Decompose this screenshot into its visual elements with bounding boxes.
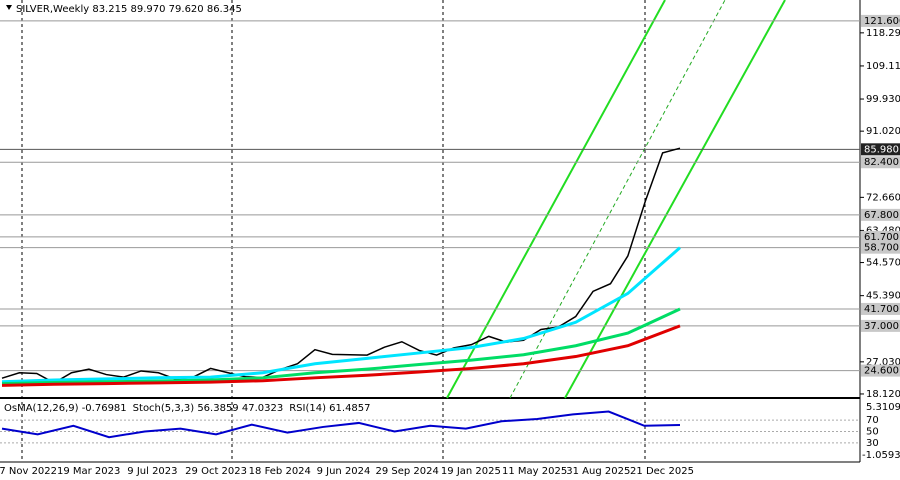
y-tick-label: 118.290	[866, 28, 900, 39]
indicator-tick-label: 50	[866, 427, 879, 438]
x-tick-label: 9 Jul 2023	[127, 466, 177, 477]
level-box	[861, 230, 900, 243]
x-tick-label: 31 Aug 2025	[566, 466, 630, 477]
level-box	[861, 14, 900, 27]
x-tick-label: 29 Sep 2024	[376, 466, 439, 477]
x-tick-label: 11 May 2025	[502, 466, 567, 477]
level-label: 82.400	[864, 157, 899, 168]
y-tick-label: 99.930	[866, 94, 900, 105]
level-box	[861, 241, 900, 254]
x-tick-label: 19 Mar 2023	[57, 466, 120, 477]
channel-midline	[509, 0, 726, 399]
level-box	[861, 319, 900, 332]
x-tick-label: 29 Oct 2023	[185, 466, 247, 477]
level-label: 121.600	[864, 16, 900, 27]
level-label: 24.600	[864, 366, 899, 377]
level-label: 58.700	[864, 243, 899, 254]
level-label: 67.800	[864, 210, 899, 221]
moving-average	[1, 324, 681, 387]
indicator-tick-label: 70	[866, 415, 879, 426]
x-tick-label: 21 Dec 2025	[630, 466, 694, 477]
indicator-label: RSI(14) 61.4857	[289, 403, 370, 414]
moving-average	[1, 246, 681, 384]
rsi-line	[1, 410, 681, 439]
y-tick-label: 18.120	[866, 389, 900, 400]
moving-average	[1, 307, 681, 386]
indicator-range-label: 5.31095	[866, 402, 900, 413]
indicator-range-label: -1.05937	[862, 450, 900, 461]
y-tick-label: 109.110	[866, 61, 900, 72]
y-tick-label: 91.020	[866, 126, 900, 137]
level-box	[861, 156, 900, 169]
level-box	[861, 364, 900, 377]
indicator-tick-label: 30	[866, 438, 879, 449]
x-tick-label: 27 Nov 2022	[0, 466, 57, 477]
y-tick-label: 54.570	[866, 258, 900, 269]
level-label: 37.000	[864, 321, 899, 332]
level-box	[861, 208, 900, 221]
x-tick-label: 18 Feb 2024	[249, 466, 311, 477]
y-tick-label: 27.030	[866, 357, 900, 368]
level-label: 61.700	[864, 232, 899, 243]
current-price-label: 85.980	[864, 144, 899, 155]
x-tick-label: 19 Jan 2025	[441, 466, 501, 477]
level-box	[861, 302, 900, 315]
menu-arrow	[6, 5, 12, 10]
indicator-label: OsMA(12,26,9) -0.76981	[4, 403, 127, 414]
channel-lines	[446, 0, 786, 399]
y-tick-label: 72.660	[866, 192, 900, 203]
price-line	[1, 147, 681, 384]
x-tick-label: 9 Jun 2024	[317, 466, 371, 477]
y-tick-label: 45.390	[866, 291, 900, 302]
level-label: 41.700	[864, 304, 899, 315]
current-price-box	[861, 143, 900, 156]
chart-title: SILVER,Weekly 83.215 89.970 79.620 86.34…	[16, 4, 242, 15]
indicator-label: Stoch(5,3,3) 56.3859 47.0323	[133, 403, 284, 414]
